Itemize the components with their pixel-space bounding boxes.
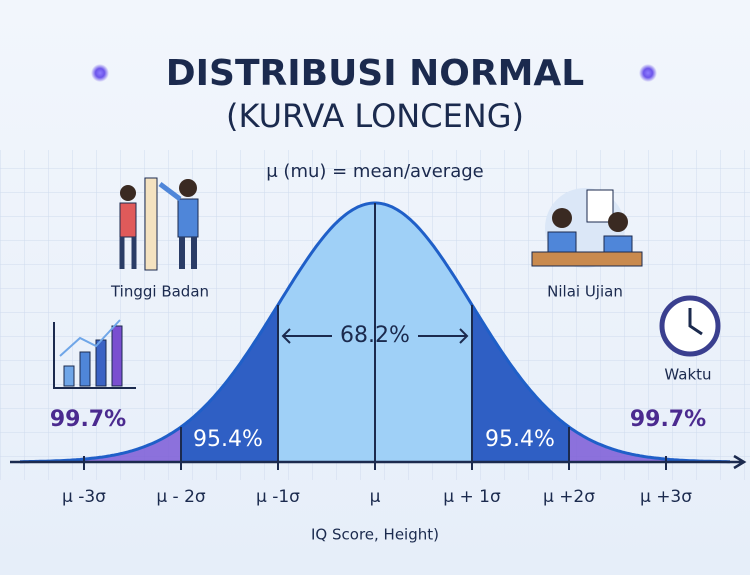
example-label: Tinggi Badan bbox=[110, 283, 209, 301]
outer-region bbox=[20, 426, 181, 462]
region-label: 99.7% bbox=[630, 407, 706, 432]
glow-dot bbox=[91, 64, 109, 82]
region-label: 95.4% bbox=[193, 427, 263, 452]
axis-label: μ -1σ bbox=[256, 487, 300, 507]
example-label: Nilai Ujian bbox=[547, 283, 623, 301]
outer-region bbox=[569, 426, 730, 462]
region-label: 68.2% bbox=[340, 323, 410, 348]
region-label: 95.4% bbox=[485, 427, 555, 452]
people-measuring-icon bbox=[119, 177, 199, 271]
clock-icon bbox=[659, 295, 721, 357]
example-label: Waktu bbox=[664, 366, 711, 384]
bell-curve bbox=[20, 201, 730, 470]
title: DISTRIBUSI NORMAL bbox=[166, 53, 584, 94]
axis-label: μ +3σ bbox=[640, 487, 692, 507]
x-axis bbox=[10, 454, 747, 470]
axis-label: μ - 2σ bbox=[156, 487, 206, 507]
mean-label: μ (mu) = mean/average bbox=[266, 161, 484, 182]
axis-label: μ bbox=[370, 487, 381, 507]
subtitle: (KURVA LONCENG) bbox=[226, 97, 524, 135]
axis-label: μ +2σ bbox=[543, 487, 595, 507]
axis-label: μ -3σ bbox=[62, 487, 106, 507]
axis-title: IQ Score, Height) bbox=[311, 526, 439, 544]
region-label: 99.7% bbox=[50, 407, 126, 432]
glow-dot bbox=[639, 64, 657, 82]
bar-chart-icon bbox=[53, 319, 136, 389]
range-arrow bbox=[281, 328, 469, 344]
axis-label: μ + 1σ bbox=[443, 487, 501, 507]
students-test-icon bbox=[531, 188, 643, 268]
